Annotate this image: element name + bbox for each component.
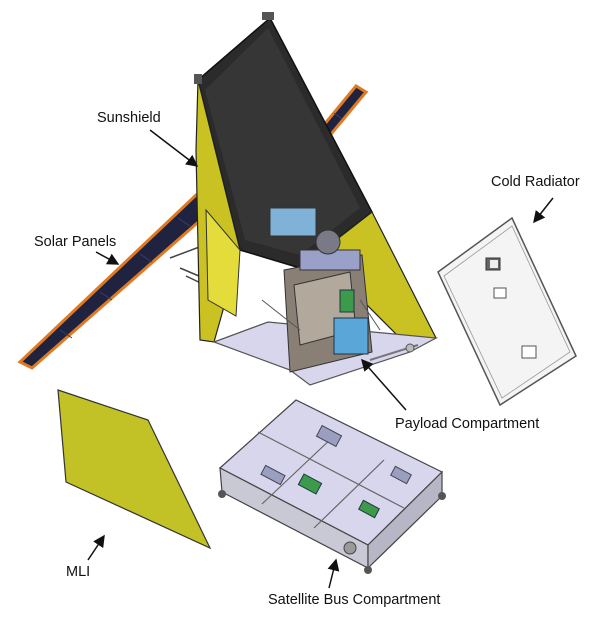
mli-label: MLI <box>66 564 91 580</box>
mli-blanket <box>57 389 212 550</box>
satellite-bus <box>218 399 446 574</box>
cold-radiator <box>437 216 577 407</box>
payload-module <box>261 207 381 373</box>
solar-panels-label: Solar Panels <box>34 234 117 250</box>
payload-compartment-arrow <box>361 358 407 411</box>
payload-compartment-label: Payload Compartment <box>395 416 540 432</box>
mli-arrow <box>87 534 105 561</box>
cold-radiator-arrow <box>533 197 554 224</box>
solar-panels-arrow <box>95 251 120 265</box>
solar-panel-lower <box>17 192 215 370</box>
satellite-bus-compartment-label: Satellite Bus Compartment <box>268 592 441 608</box>
sunshield-arrow <box>149 129 199 167</box>
cold-radiator-label: Cold Radiator <box>491 174 580 190</box>
satellite-bus-arrow <box>327 558 340 589</box>
sunshield-label: Sunshield <box>97 110 161 126</box>
